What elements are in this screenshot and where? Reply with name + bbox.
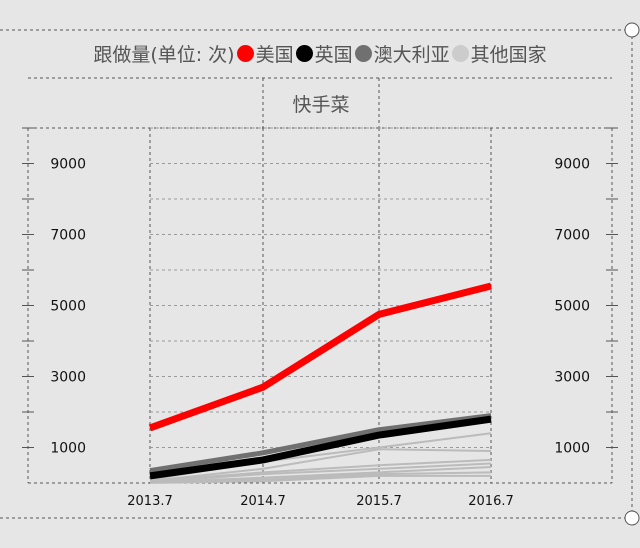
- y-axis-right: 1000 3000 5000 7000 9000: [554, 127, 618, 457]
- series-line: [149, 415, 492, 480]
- y-tick-label-right: 5000: [554, 299, 590, 315]
- y-tick-label-left: 9000: [50, 157, 86, 173]
- series-line: [149, 466, 492, 484]
- x-tick-label: 2016.7: [468, 494, 514, 509]
- legend-title: 跟做量(单位: 次): [93, 43, 235, 66]
- corner-handle-top[interactable]: [624, 22, 640, 38]
- x-axis: 2013.7 2014.7 2015.7 2016.7: [127, 494, 514, 509]
- legend-item-uk[interactable]: 英国: [295, 40, 353, 67]
- legend-bar: 跟做量(单位: 次) 美国 英国 澳大利亚 其他国家: [0, 36, 640, 70]
- series-line: [149, 413, 492, 474]
- legend-dot-uk: [295, 44, 313, 62]
- series-line: [149, 448, 492, 482]
- y-tick-label-right: 9000: [554, 157, 590, 173]
- y-tick-label-right: 7000: [554, 228, 590, 244]
- panel-title: 快手菜: [292, 93, 350, 116]
- legend-dot-other: [451, 44, 469, 62]
- legend-dot-us: [236, 44, 254, 62]
- y-axis-left: 1000 3000 5000 7000 9000: [22, 127, 86, 457]
- y-tick-label-right: 1000: [554, 441, 590, 457]
- legend-label-other: 其他国家: [470, 43, 547, 66]
- x-tick-label: 2015.7: [356, 494, 402, 509]
- x-tick-label: 2013.7: [127, 494, 173, 509]
- legend-item-us[interactable]: 美国: [236, 40, 294, 67]
- corner-handle-bottom[interactable]: [624, 510, 640, 526]
- legend-item-australia[interactable]: 澳大利亚: [354, 40, 450, 67]
- legend-label-uk: 英国: [314, 43, 353, 66]
- series-line: [149, 462, 492, 483]
- series-line: [149, 458, 492, 483]
- y-tick-label-left: 5000: [50, 299, 86, 315]
- y-tick-label-left: 3000: [50, 370, 86, 386]
- y-tick-label-left: 7000: [50, 228, 86, 244]
- grid-lines: [149, 127, 492, 483]
- legend-label-australia: 澳大利亚: [373, 43, 450, 66]
- series-line: [148, 282, 492, 432]
- x-tick-label: 2014.7: [240, 494, 286, 509]
- series-line: [149, 474, 491, 484]
- legend-dot-australia: [354, 44, 372, 62]
- y-tick-label-left: 1000: [50, 441, 86, 457]
- legend-item-other[interactable]: 其他国家: [451, 40, 547, 67]
- y-tick-label-right: 3000: [554, 370, 590, 386]
- series-lines: [148, 282, 492, 484]
- legend-label-us: 美国: [255, 43, 294, 66]
